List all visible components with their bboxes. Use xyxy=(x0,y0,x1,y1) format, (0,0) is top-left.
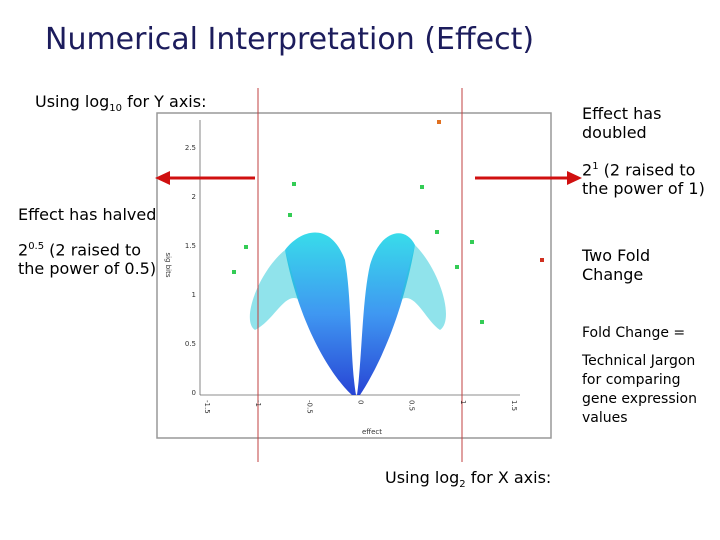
two-fold-note: Two Fold Change xyxy=(582,246,651,284)
right-spread xyxy=(400,245,446,330)
note-sub: 2 xyxy=(459,479,466,491)
x-tick-label: 0.5 xyxy=(408,400,416,411)
y-tick-label: 2 xyxy=(192,193,196,201)
y-tick-label: 0.5 xyxy=(185,340,196,348)
right-arrowhead xyxy=(567,171,582,185)
power-base: 2 xyxy=(18,240,29,260)
note-text: Using log xyxy=(385,468,460,487)
power-base: 2 xyxy=(582,160,593,180)
left-power-note: 20.5 (2 raised to the power of 0.5) xyxy=(18,237,163,278)
power-rest: (2 raised to the power of 0.5) xyxy=(18,240,157,279)
x-tick-label: 0 xyxy=(357,400,365,404)
note-rest: for Y axis: xyxy=(122,92,207,111)
x-axis-label: effect xyxy=(362,428,382,436)
x-tick-label: 1 xyxy=(459,400,467,404)
power-exp: 1 xyxy=(592,161,599,172)
jargon-note: Technical Jargon for comparing gene expr… xyxy=(582,353,697,426)
y-axis-label: sig bits xyxy=(164,252,172,277)
fold-change-note: Fold Change = xyxy=(582,325,686,341)
power-rest: (2 raised to the power of 1) xyxy=(582,160,705,199)
y-tick-label: 1.5 xyxy=(185,242,196,250)
left-arrowhead xyxy=(155,171,170,185)
x-tick-label: -1.5 xyxy=(203,400,211,414)
y-tick-label: 0 xyxy=(192,389,196,397)
right-power-note: 21 (2 raised to the power of 1) xyxy=(582,157,720,198)
left-spread xyxy=(249,250,300,330)
y-tick-label: 2.5 xyxy=(185,144,196,152)
y-axis-note: Using log10 for Y axis: xyxy=(35,92,206,118)
x-axis-note: Using log2 for X axis: xyxy=(385,468,551,494)
halved-note: Effect has halved xyxy=(18,205,157,224)
note-sub: 10 xyxy=(109,103,122,115)
y-tick-label: 1 xyxy=(192,291,196,299)
doubled-note: Effect has doubled xyxy=(582,104,662,142)
slide-title: Numerical Interpretation (Effect) xyxy=(45,22,535,57)
right-lobe xyxy=(357,233,415,395)
x-tick-label: -1 xyxy=(254,400,262,407)
note-text: Using log xyxy=(35,92,110,111)
left-lobe xyxy=(285,232,356,395)
note-rest: for X axis: xyxy=(465,468,552,487)
x-tick-label: -0.5 xyxy=(305,400,313,414)
x-tick-label: 1.5 xyxy=(510,400,518,411)
power-exp: 0.5 xyxy=(28,241,45,252)
outliers xyxy=(232,120,544,324)
